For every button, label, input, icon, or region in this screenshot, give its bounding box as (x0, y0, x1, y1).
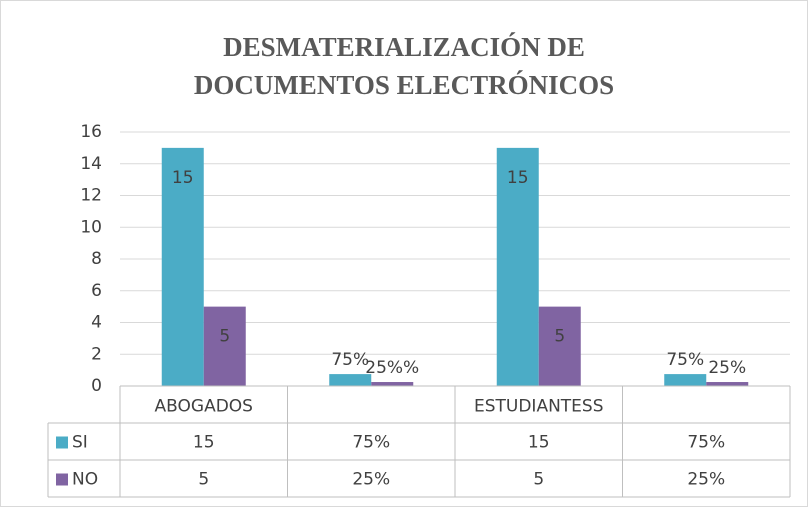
data-label: 75% (331, 350, 369, 370)
chart-title: DESMATERIALIZACIÓN DE DOCUMENTOS ELECTRÓ… (193, 32, 615, 100)
bar (203, 306, 246, 386)
legend-label: SI (72, 433, 88, 453)
bar (496, 147, 539, 386)
table-cell: 25% (352, 470, 390, 490)
table-cell: 5 (533, 470, 544, 490)
table-cell: 75% (687, 433, 725, 453)
y-tick-label: 2 (91, 344, 102, 364)
table-cell: 25% (687, 470, 725, 490)
y-tick-label: 14 (80, 154, 102, 174)
data-label: 15 (507, 168, 529, 188)
data-label: 5 (219, 327, 230, 347)
bar (706, 382, 749, 386)
table-cell: 15 (193, 433, 215, 453)
y-tick-label: 10 (80, 217, 102, 237)
bar (538, 306, 581, 386)
data-label: 25%% (365, 358, 419, 378)
table-cell: 5 (198, 470, 209, 490)
legend-label: NO (72, 470, 98, 490)
legend-swatch (56, 436, 68, 449)
y-tick-label: 4 (91, 313, 102, 333)
y-tick-label: 12 (80, 186, 102, 206)
y-tick-label: 16 (80, 122, 102, 142)
bar (664, 374, 707, 386)
data-label: 15 (172, 168, 194, 188)
bar (329, 374, 372, 386)
y-tick-label: 0 (91, 376, 102, 396)
y-tick-label: 8 (91, 249, 102, 269)
data-label: 25% (708, 358, 746, 378)
x-tick-label: ABOGADOS (155, 397, 253, 417)
x-tick-label: ESTUDIANTESS (474, 397, 604, 417)
bar (371, 382, 414, 386)
bar (161, 147, 204, 386)
data-label: 5 (554, 327, 565, 347)
legend-swatch (56, 473, 68, 486)
data-label: 75% (666, 350, 704, 370)
y-tick-label: 6 (91, 281, 102, 301)
table-cell: 75% (352, 433, 390, 453)
table-cell: 15 (528, 433, 550, 453)
